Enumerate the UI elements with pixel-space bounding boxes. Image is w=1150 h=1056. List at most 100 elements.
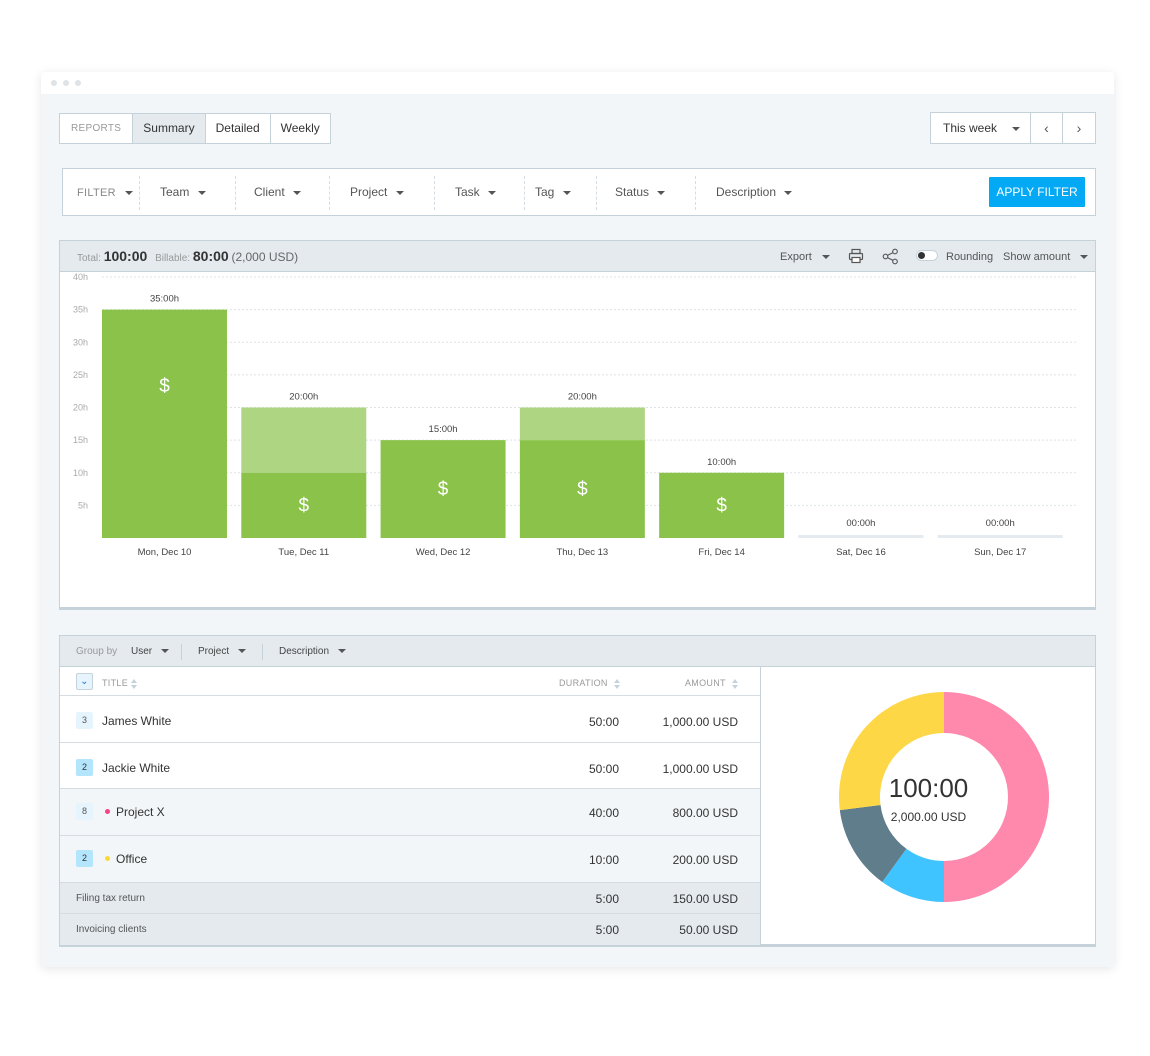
bar-empty [798, 535, 924, 538]
show-amount-label: Show amount [1003, 251, 1071, 263]
y-tick-label: 25h [73, 370, 88, 380]
row-title: James White [102, 714, 172, 728]
table-row[interactable]: 3 James White 50:00 1,000.00 USD [60, 696, 760, 743]
row-amount: 50.00 USD [679, 923, 738, 937]
table-row[interactable]: 2 Office 10:00 200.00 USD [60, 836, 760, 883]
donut-slice[interactable] [882, 848, 944, 902]
filter-client[interactable]: Client [254, 169, 302, 215]
chart-toolbar: Total: 100:00 Billable: 80:00 (2,000 USD… [60, 241, 1095, 272]
filter-dropdown[interactable]: FILTER [77, 169, 134, 215]
sort-icon [731, 678, 739, 689]
group-by-user-label: User [131, 646, 153, 657]
table-row[interactable]: 2 Jackie White 50:00 1,000.00 USD [60, 743, 760, 789]
prev-range-button[interactable]: ‹ [1031, 113, 1063, 143]
rounding-toggle[interactable] [916, 250, 938, 261]
x-category-label: Sat, Dec 16 [836, 547, 886, 558]
bar-value-label: 10:00h [707, 457, 736, 468]
table-header: ⌄ TITLE DURATION AMOUNT [60, 667, 760, 696]
donut-slice[interactable] [839, 805, 907, 882]
total-label: Total: [77, 253, 101, 264]
row-duration: 10:00 [588, 853, 619, 867]
donut-slice[interactable] [839, 692, 944, 811]
column-amount-label: AMOUNT [685, 678, 726, 688]
x-category-label: Sun, Dec 17 [974, 547, 1026, 558]
group-by-description-label: Description [279, 646, 330, 657]
donut-chart-panel: 100:00 2,000.00 USD [762, 667, 1095, 945]
row-title: Jackie White [102, 761, 171, 775]
date-range-select[interactable]: This week [931, 113, 1031, 143]
chevron-down-icon [197, 190, 206, 195]
bar-value-label: 35:00h [150, 294, 179, 305]
billable-label: Billable: [155, 253, 191, 264]
window-dot-icon [63, 80, 69, 86]
share-icon[interactable] [882, 248, 899, 265]
summary-table: ⌄ TITLE DURATION AMOUNT 3 James White 50… [60, 667, 761, 945]
tab-detailed[interactable]: Detailed [206, 114, 271, 143]
bar-non-billable [241, 407, 367, 473]
column-duration[interactable]: DURATION [559, 678, 621, 689]
daily-hours-bar-chart: 5h 10h 15h 20h 25h 30h 35h 40h $35:00h Mon, Dec 1… [73, 273, 1077, 558]
billable-dollar-icon: $ [716, 495, 727, 516]
title-bar [41, 72, 1114, 94]
chevron-down-icon [562, 190, 571, 195]
print-icon[interactable] [848, 248, 864, 264]
chevron-down-icon [821, 255, 830, 260]
export-label: Export [780, 251, 812, 263]
group-by-project-label: Project [198, 646, 230, 657]
bar-empty [937, 535, 1063, 538]
y-tick-label: 5h [78, 500, 88, 510]
filter-tag[interactable]: Tag [535, 169, 571, 215]
column-amount[interactable]: AMOUNT [685, 678, 739, 689]
group-by-label: Group by [76, 646, 118, 657]
row-title: Office [116, 852, 148, 866]
date-range-label: This week [943, 121, 998, 135]
chevron-down-icon [657, 190, 666, 195]
filter-team[interactable]: Team [160, 169, 206, 215]
filter-project[interactable]: Project [350, 169, 404, 215]
show-amount-dropdown[interactable]: Show amount [1003, 251, 1089, 263]
filter-description[interactable]: Description [716, 169, 793, 215]
filter-task[interactable]: Task [455, 169, 497, 215]
tab-summary[interactable]: Summary [133, 114, 206, 143]
next-range-button[interactable]: › [1063, 113, 1095, 143]
group-by-description[interactable]: Description [279, 646, 346, 657]
totals-summary: Total: 100:00 Billable: 80:00 (2,000 USD… [77, 248, 298, 264]
filter-description-label: Description [716, 185, 777, 199]
filter-bar: FILTER Team Client Project Task Tag Stat… [62, 168, 1096, 216]
summary-table-panel: Group by User Project Description ⌄ TITL… [59, 635, 1096, 947]
donut-amount: 2,000.00 USD [890, 810, 967, 824]
filter-project-label: Project [350, 185, 388, 199]
row-title: Invoicing clients [76, 924, 147, 935]
filter-team-label: Team [160, 185, 190, 199]
group-by-user[interactable]: User [131, 646, 169, 657]
group-by-project[interactable]: Project [198, 646, 246, 657]
filter-task-label: Task [455, 185, 480, 199]
expand-all-icon[interactable]: ⌄ [76, 673, 93, 690]
row-duration: 50:00 [588, 762, 619, 776]
export-dropdown[interactable]: Export [780, 251, 830, 263]
chevron-down-icon [784, 190, 793, 195]
y-tick-label: 20h [73, 403, 88, 413]
table-row[interactable]: 8 Project X 40:00 800.00 USD [60, 789, 760, 836]
apply-filter-button[interactable]: APPLY FILTER [989, 177, 1085, 207]
rounding-label: Rounding [946, 251, 994, 263]
column-title[interactable]: TITLE [102, 678, 138, 689]
bar-non-billable [519, 407, 645, 441]
table-row[interactable]: Filing tax return 5:00 150.00 USD [60, 883, 760, 914]
y-tick-label: 35h [73, 305, 88, 315]
bar-billable [659, 472, 785, 538]
table-row[interactable]: Invoicing clients 5:00 50.00 USD [60, 914, 760, 945]
y-tick-label: 40h [73, 273, 88, 282]
chevron-down-icon [160, 649, 169, 654]
donut-slice[interactable] [944, 692, 1049, 902]
x-category-label: Tue, Dec 11 [278, 547, 329, 558]
chevron-right-icon: › [1076, 120, 1082, 136]
filter-status[interactable]: Status [615, 169, 666, 215]
sort-icon [613, 678, 621, 689]
filter-status-label: Status [615, 185, 650, 199]
y-tick-label: 10h [73, 468, 88, 478]
tab-weekly[interactable]: Weekly [280, 121, 320, 135]
row-amount: 200.00 USD [672, 853, 738, 867]
chevron-down-icon [488, 190, 497, 195]
bar-value-label: 00:00h [846, 518, 875, 529]
